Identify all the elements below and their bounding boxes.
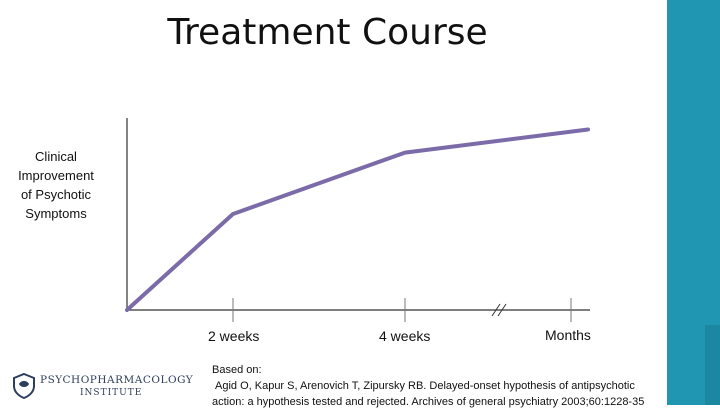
y-label-line: Symptoms: [25, 206, 87, 221]
x-tick-label: Months: [545, 327, 591, 343]
axis-break-mark: [491, 303, 507, 317]
logo-text: INSTITUTE: [80, 388, 143, 398]
y-label-line: of Psychotic: [20, 187, 92, 202]
x-tick-label: 4 weeks: [379, 328, 431, 344]
line-chart: [125, 118, 590, 322]
y-label-line: Improvement: [18, 168, 94, 183]
series-line: [125, 127, 590, 312]
sidebar-accent-tab: [705, 325, 720, 405]
citation: Based on: Agid O, Kapur S, Arenovich T, …: [212, 362, 672, 410]
citation-line: Based on:: [212, 364, 262, 376]
x-tick-label: 2 weeks: [208, 328, 260, 344]
institute-logo: PSYCHOPHARMACOLOGY INSTITUTE: [12, 372, 212, 402]
axis-break-slash: [497, 303, 507, 317]
page-title: Treatment Course: [167, 12, 488, 53]
axis-break-slash: [491, 303, 501, 317]
shield-icon: [13, 372, 35, 400]
logo-text: PSYCHOPHARMACOLOGY: [40, 374, 194, 386]
citation-line: action: a hypothesis tested and rejected…: [212, 396, 645, 408]
x-axis-ticks: [232, 298, 572, 322]
y-label-line: Clinical: [35, 149, 77, 164]
chart-y-axis-label: Clinical Improvement of Psychotic Sympto…: [4, 147, 108, 223]
citation-line: Agid O, Kapur S, Arenovich T, Zipursky R…: [215, 380, 635, 392]
